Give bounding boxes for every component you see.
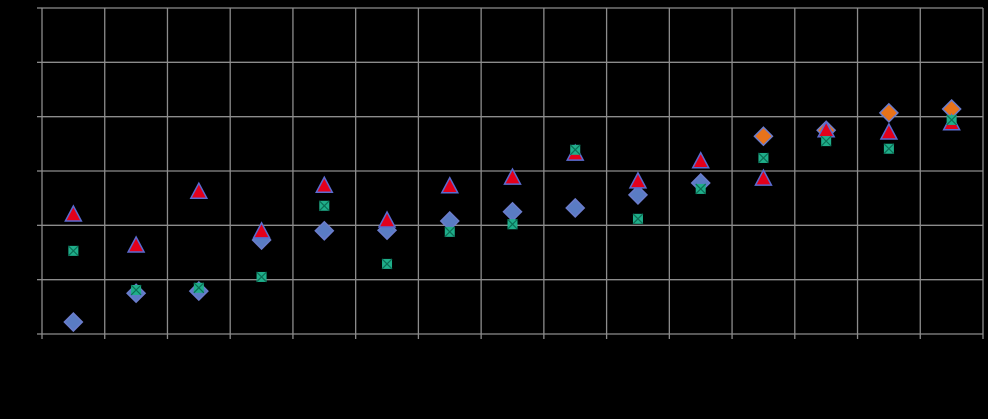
xsquare-marker <box>318 200 330 212</box>
diamond-marker <box>63 311 84 333</box>
xsquare-marker <box>444 226 456 238</box>
diamond-marker <box>753 126 774 147</box>
diamond-marker <box>502 201 523 222</box>
triangle-marker <box>126 235 146 253</box>
triangle-marker <box>315 175 334 193</box>
triangle-marker <box>440 176 460 194</box>
xsquare-marker <box>632 213 644 225</box>
xsquare-marker <box>569 144 581 156</box>
triangle-marker <box>754 168 773 186</box>
xsquare-marker <box>946 114 958 126</box>
triangle-marker <box>503 167 522 185</box>
triangle-marker <box>628 171 648 189</box>
triangle-marker <box>189 181 209 199</box>
triangle-marker <box>879 122 899 140</box>
diamond-marker <box>565 197 586 219</box>
diamond-marker <box>878 102 899 123</box>
diamond-marker <box>314 220 335 241</box>
triangle-marker <box>691 151 710 169</box>
xsquare-marker <box>820 135 832 147</box>
triangle-marker <box>252 221 271 239</box>
xsquare-marker <box>758 152 769 164</box>
xsquare-marker <box>67 245 79 257</box>
xsquare-marker <box>507 218 518 230</box>
xsquare-marker <box>381 258 393 270</box>
diamond-marker <box>627 184 649 205</box>
xsquare-marker <box>695 183 707 195</box>
triangle-marker <box>64 204 83 222</box>
xsquare-marker <box>883 143 895 155</box>
xsquare-marker <box>130 284 142 296</box>
xsquare-marker <box>193 282 205 294</box>
triangle-marker <box>377 210 397 228</box>
xsquare-marker <box>256 271 267 283</box>
